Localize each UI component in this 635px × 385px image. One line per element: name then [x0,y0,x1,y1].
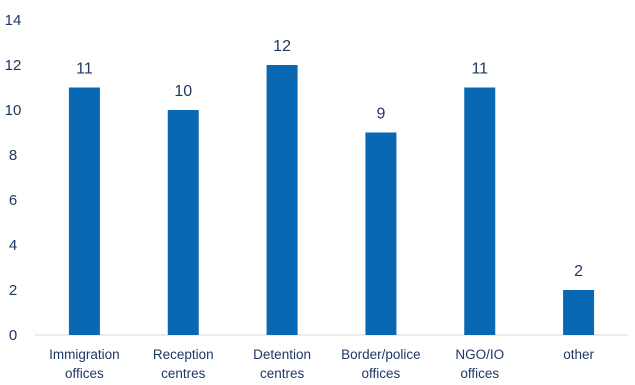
category-label-3: Border/police offices [341,347,421,381]
data-label-3: 9 [376,106,385,123]
data-label-4: 11 [471,61,488,78]
category-label-4: NGO/IO offices [455,347,504,381]
y-tick-label-14: 14 [5,12,22,29]
category-label-1-line-1: centres [161,366,206,381]
category-label-3-line-0: Border/police [341,347,421,362]
bar-4 [464,87,496,335]
bars-group [68,65,595,335]
bar-0 [68,87,100,335]
data-label-0: 11 [76,61,93,78]
category-label-0-line-1: offices [65,366,104,381]
y-tick-label-4: 4 [9,237,17,254]
y-tick-label-8: 8 [9,147,17,164]
y-tick-label-0: 0 [9,327,17,344]
bar-1 [167,110,199,335]
data-labels-group: 11 10 12 9 11 2 [76,38,583,280]
bar-3 [365,132,397,335]
category-label-5-line-0: other [563,347,594,362]
y-tick-label-2: 2 [9,282,17,299]
category-label-2-line-0: Detention [253,347,311,362]
bar-2 [266,65,298,335]
category-label-4-line-0: NGO/IO [455,347,504,362]
data-label-1: 10 [174,83,192,100]
category-label-2: Detention centres [253,347,311,381]
data-label-5: 2 [574,263,583,280]
category-label-3-line-1: offices [362,366,401,381]
category-label-4-line-1: offices [460,366,499,381]
category-label-0-line-0: Immigration [49,347,120,362]
category-label-1: Reception centres [153,347,214,381]
category-label-0: Immigration offices [49,347,120,381]
y-tick-label-6: 6 [9,192,17,209]
category-label-2-line-1: centres [260,366,305,381]
data-label-2: 12 [273,38,291,55]
category-label-1-line-0: Reception [153,347,214,362]
y-axis-ticks: 0 2 4 6 8 10 12 14 [5,12,22,344]
category-label-5: other [563,347,594,362]
bar-5 [563,290,595,335]
y-tick-label-12: 12 [5,57,22,74]
y-tick-label-10: 10 [5,102,22,119]
